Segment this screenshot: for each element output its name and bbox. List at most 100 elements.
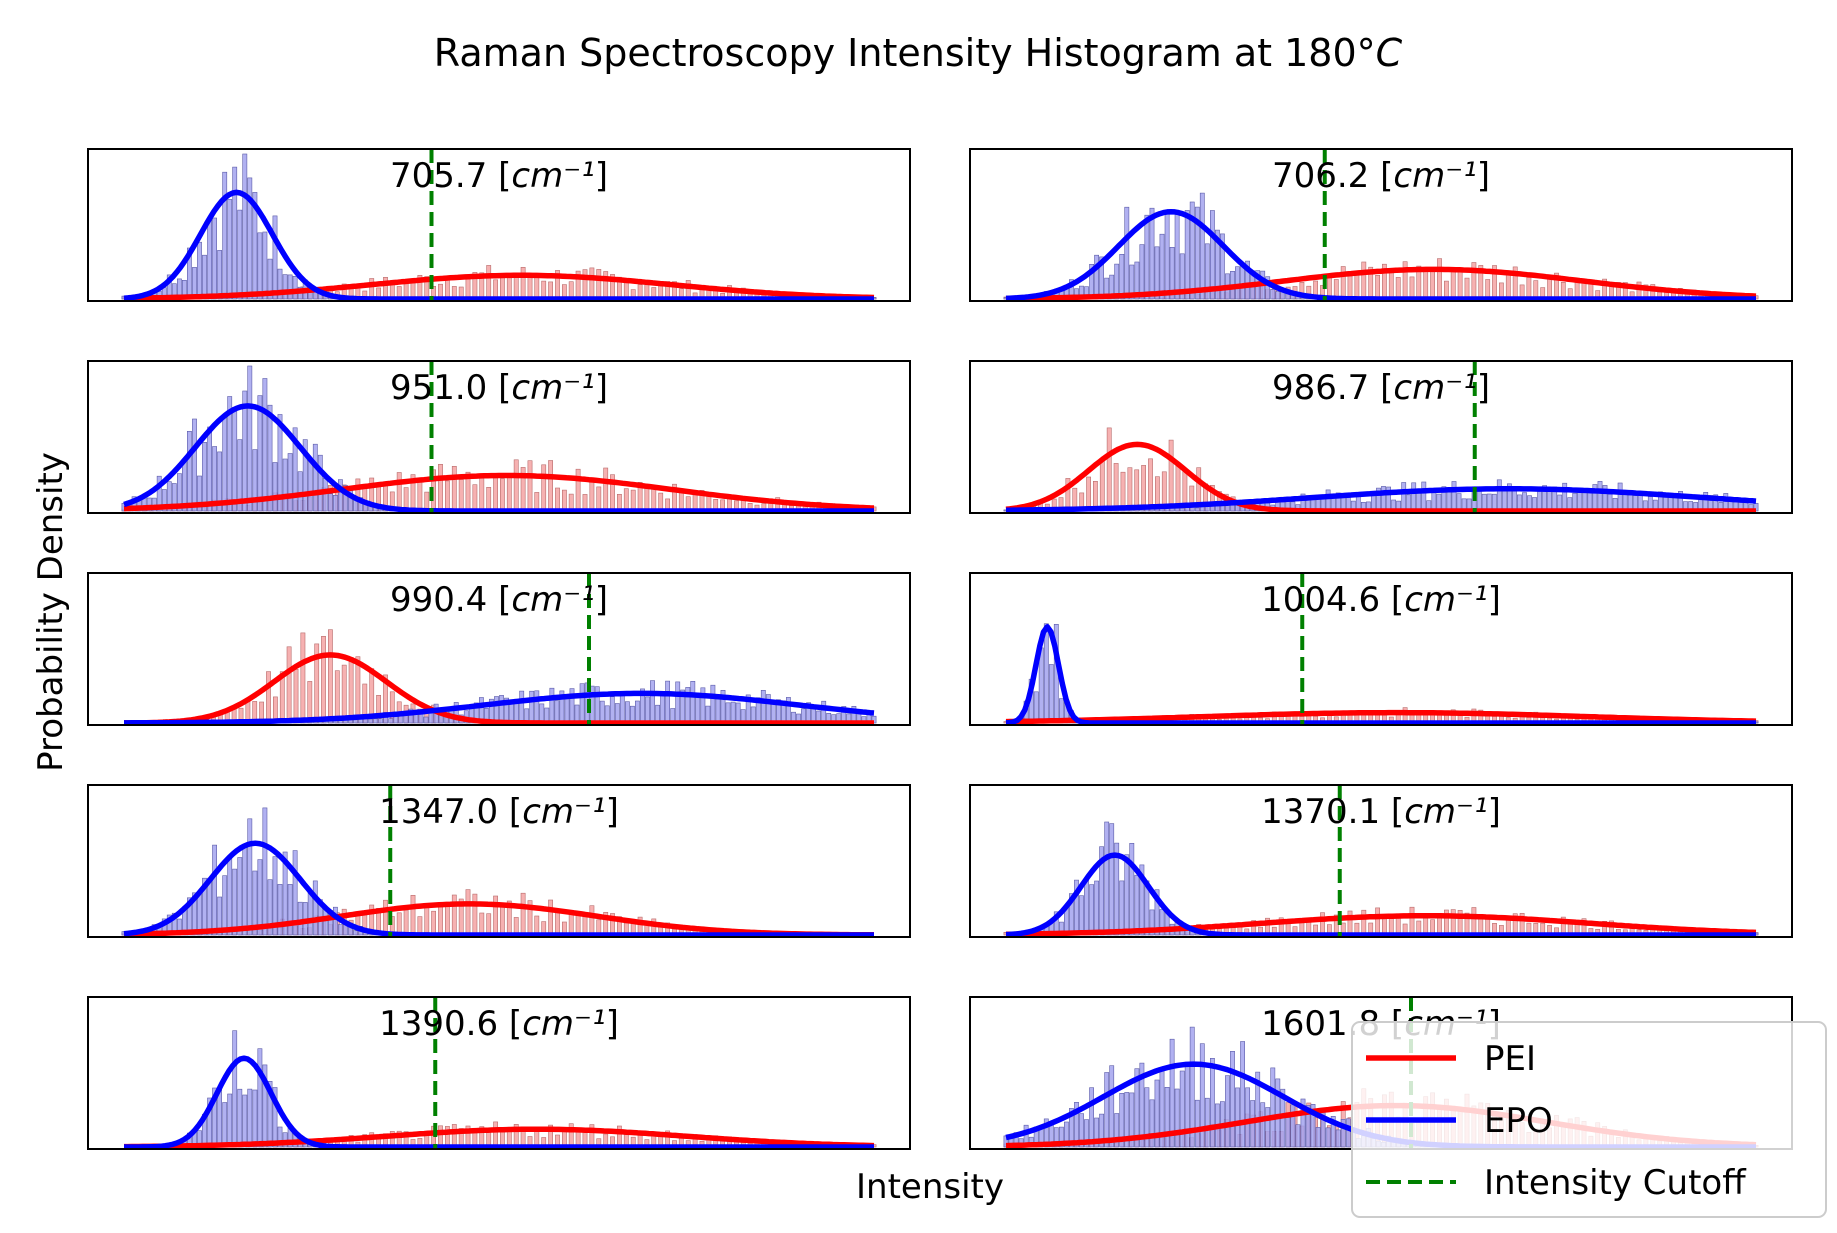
histogram-bar <box>444 903 450 936</box>
panel-wavenumber-label: 705.7 [cm⁻¹] <box>390 156 608 196</box>
histogram-bar <box>624 701 630 724</box>
histogram-bar <box>1139 864 1145 936</box>
histogram-bar <box>237 857 243 936</box>
histogram-bar <box>458 479 464 512</box>
histogram-bar <box>428 711 434 724</box>
histogram-bar <box>286 646 292 724</box>
histogram-bar <box>1409 906 1415 936</box>
histogram-bar <box>227 199 233 300</box>
histogram-bar <box>1109 1065 1115 1148</box>
histogram-panel: 986.7 [cm⁻¹] <box>969 360 1793 514</box>
histogram-bar <box>202 877 207 936</box>
histogram-bar <box>1260 1102 1266 1148</box>
histogram-bar <box>262 378 268 512</box>
histogram-bar <box>417 478 423 512</box>
epo-fit-curve <box>1005 852 1756 937</box>
histogram-bar <box>307 459 313 512</box>
histogram-bar <box>451 894 457 936</box>
histogram-bar <box>1215 229 1220 300</box>
legend: PEI EPO Intensity Cutoff <box>1351 1021 1827 1218</box>
histogram-bar <box>1174 1088 1180 1148</box>
histogram-bar <box>494 696 499 724</box>
histogram-bar <box>1375 274 1380 300</box>
histogram-bar <box>444 480 450 512</box>
histogram-bar <box>479 477 485 512</box>
epo-fit-curve <box>123 840 874 937</box>
histogram-bar <box>1582 491 1588 512</box>
panel-frame <box>87 148 911 302</box>
histogram-bar <box>596 269 602 300</box>
epo-fit-curve <box>124 690 875 725</box>
histogram-bar <box>161 489 167 512</box>
histogram-bar <box>1184 1064 1190 1148</box>
histogram-bar <box>257 395 263 512</box>
panel-frame <box>87 572 911 726</box>
histogram-bar <box>217 451 222 512</box>
histogram-bar <box>403 909 409 936</box>
panels-grid: 705.7 [cm⁻¹] 706.2 [cm⁻¹] 951.0 [cm⁻¹] 986.… <box>87 148 1793 1150</box>
histogram-bar <box>1496 479 1502 512</box>
histogram-bar <box>650 680 655 724</box>
histogram-bar <box>575 915 581 936</box>
histogram-bar <box>1164 213 1170 300</box>
histogram-bar <box>1124 206 1130 300</box>
histogram-bar <box>1537 488 1542 512</box>
histogram-bar <box>332 906 338 936</box>
histogram-bar <box>770 703 776 724</box>
histogram-bar <box>1320 912 1325 936</box>
histogram-bar <box>287 884 293 936</box>
histogram-bar <box>548 460 553 512</box>
histogram-bar <box>1310 1104 1316 1148</box>
histogram-bar <box>353 930 358 936</box>
histogram-bar <box>1134 874 1140 936</box>
histogram-bar <box>1179 1070 1185 1148</box>
chart-title: Raman Spectroscopy Intensity Histogram a… <box>434 31 1403 75</box>
histogram-bar <box>1275 291 1281 300</box>
histogram-bar <box>1411 482 1417 512</box>
histogram-bar <box>451 465 457 512</box>
histogram-bar <box>675 681 681 724</box>
histogram-bar <box>695 694 701 724</box>
histogram-bar <box>1547 488 1552 512</box>
histogram-bar <box>1109 274 1115 300</box>
histogram-bar <box>1512 490 1517 512</box>
histogram-bar <box>1270 1067 1276 1148</box>
histogram-bar <box>227 1093 233 1148</box>
histogram-bar <box>408 708 414 724</box>
pei-fit-curve <box>123 901 874 937</box>
histogram-bar <box>710 684 716 724</box>
histogram-bar <box>685 280 691 300</box>
histogram-bar <box>312 880 318 936</box>
histogram-bar <box>252 449 258 512</box>
histogram-bar <box>1074 1102 1079 1148</box>
histogram-bar <box>645 696 650 724</box>
histogram-bar <box>506 275 512 300</box>
histogram-bar <box>287 453 293 512</box>
histogram-panel: 990.4 [cm⁻¹] <box>87 572 911 726</box>
histogram-bar <box>1240 264 1245 300</box>
histogram-bar <box>1104 1072 1110 1148</box>
histogram-bar <box>529 690 535 724</box>
legend-label-pei: PEI <box>1484 1039 1536 1079</box>
histogram-bar <box>1194 206 1200 300</box>
histogram-bar <box>499 695 504 724</box>
histogram-bar <box>232 166 238 300</box>
histogram-bar <box>821 700 827 724</box>
histogram-bar <box>337 924 343 936</box>
histogram-bar <box>1335 1129 1341 1148</box>
histogram-bar <box>1617 482 1623 512</box>
histogram-bar <box>715 696 721 724</box>
histogram-bar <box>227 396 233 512</box>
epo-fit-curve <box>1006 486 1757 513</box>
histogram-bar <box>1139 1062 1145 1148</box>
histogram-bar <box>1577 491 1583 512</box>
histogram-bar <box>292 275 298 300</box>
histogram-bar <box>1199 1043 1205 1148</box>
histogram-bar <box>1225 1075 1230 1148</box>
histogram-bar <box>541 464 547 512</box>
histogram-bar <box>217 896 222 936</box>
histogram-bar <box>479 912 485 936</box>
histogram-bar <box>539 703 545 724</box>
histogram-bar <box>493 1121 498 1148</box>
